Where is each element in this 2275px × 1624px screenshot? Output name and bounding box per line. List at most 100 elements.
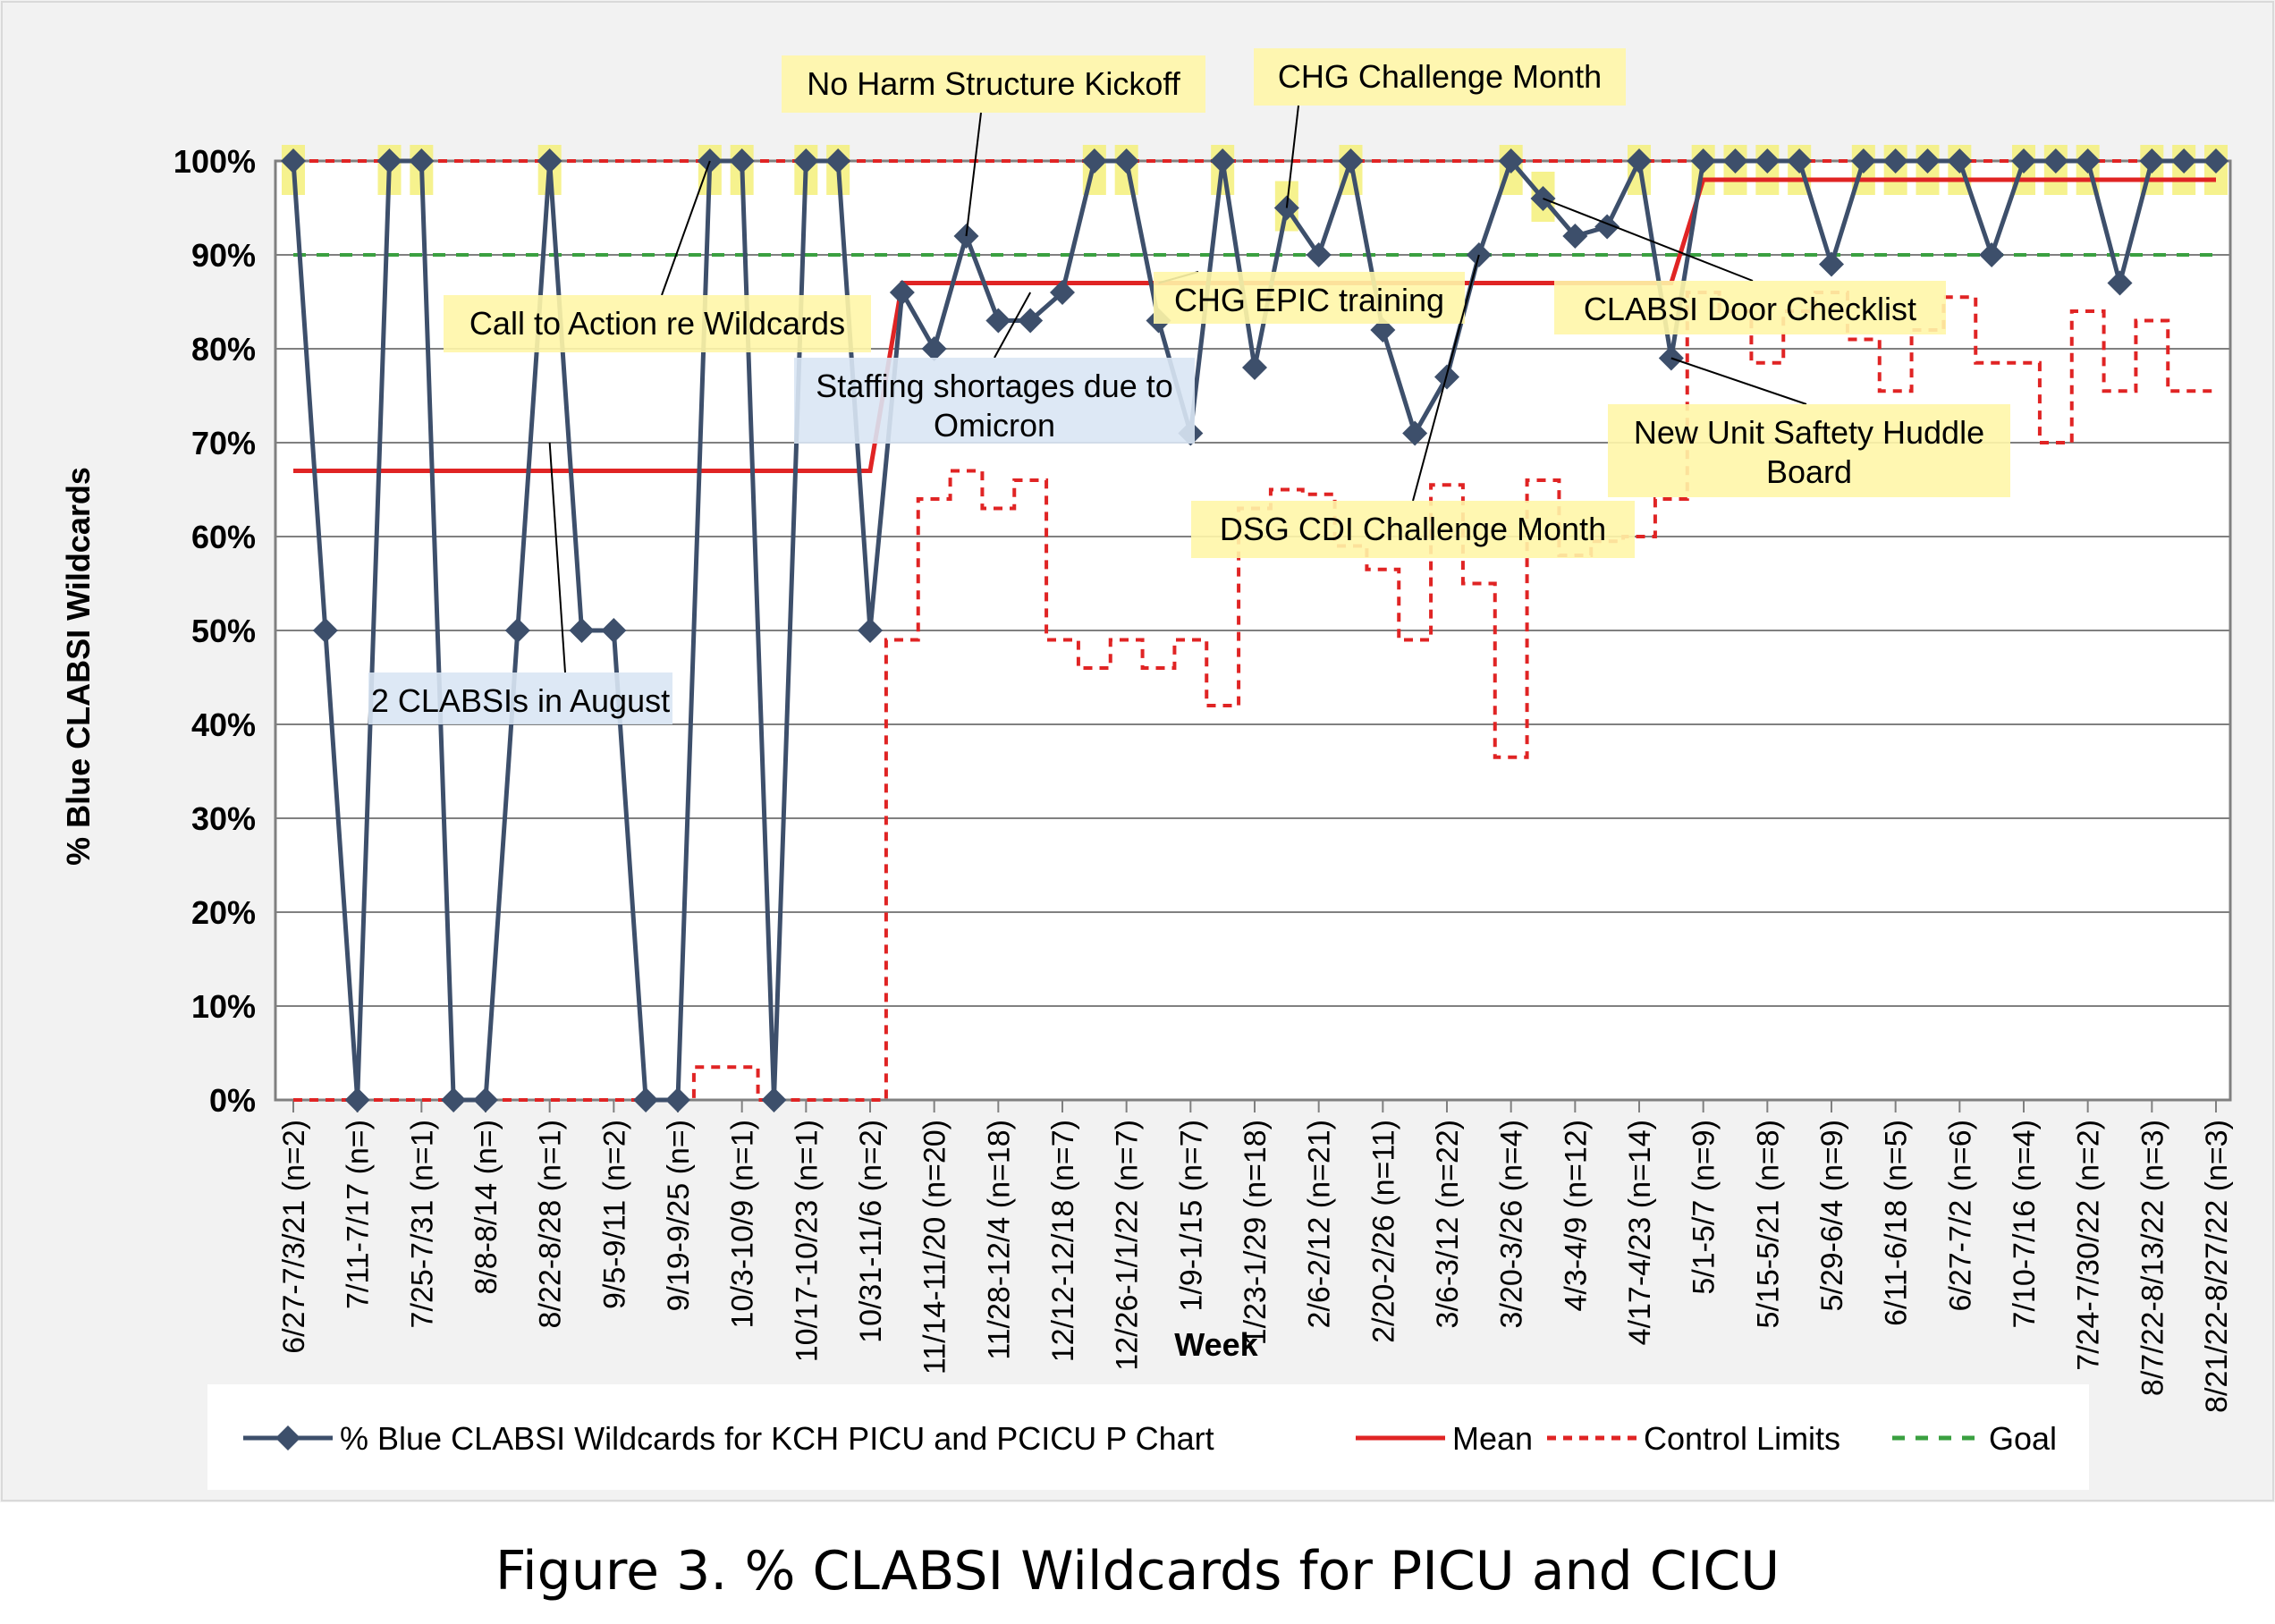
data-point	[344, 1087, 370, 1112]
x-tick-label: 5/1-5/7 (n=9)	[1687, 1120, 1721, 1295]
data-point	[504, 618, 530, 643]
data-point	[1627, 148, 1652, 173]
x-tick-label: 4/3-4/9 (n=12)	[1559, 1120, 1593, 1312]
data-point	[858, 618, 883, 643]
data-point	[665, 1087, 690, 1112]
annotation-box	[794, 358, 1195, 444]
data-point	[1755, 148, 1780, 173]
annotation-text: CHG EPIC training	[1174, 282, 1444, 318]
y-tick-label: 50%	[191, 613, 256, 649]
x-axis-label: Week	[1174, 1326, 1258, 1363]
data-point	[793, 148, 819, 173]
x-tick-label: 6/11-6/18 (n=5)	[1880, 1120, 1914, 1326]
data-point	[1498, 148, 1524, 173]
x-tick-label: 8/8-8/14 (n=)	[469, 1120, 503, 1295]
highlight-markers	[282, 145, 2228, 232]
y-tick-labels: 0% 10% 20% 30% 40% 50% 60% 70% 80% 90% 100%	[173, 143, 256, 1119]
data-point	[985, 308, 1011, 334]
x-tick-label: 7/25-7/31 (n=1)	[405, 1120, 439, 1328]
annotation-box	[444, 295, 871, 352]
data-point	[633, 1087, 659, 1112]
data-point	[761, 1087, 787, 1112]
data-point	[601, 618, 627, 643]
annotations: No Harm Structure Kickoff CHG Challenge M…	[368, 48, 2010, 724]
x-tick-label: 1/23-1/29 (n=18)	[1239, 1120, 1273, 1345]
annotation-box	[1254, 48, 1626, 106]
data-point	[1113, 148, 1139, 173]
data-point	[2075, 148, 2101, 173]
y-tick-label: 100%	[173, 143, 256, 180]
data-point	[1081, 148, 1107, 173]
data-point	[473, 1087, 498, 1112]
x-tick-label: 6/27-7/3/21 (n=2)	[277, 1120, 311, 1354]
y-tick-label: 60%	[191, 519, 256, 555]
data-point	[1882, 148, 1908, 173]
data-point	[1562, 224, 1588, 249]
data-point	[889, 280, 915, 305]
data-point	[921, 336, 947, 361]
x-tick-label: 10/31-11/6 (n=2)	[854, 1120, 888, 1343]
y-tick-label: 80%	[191, 331, 256, 368]
legend-label: Control Limits	[1644, 1420, 1840, 1457]
x-tick-label: 7/10-7/16 (n=4)	[2008, 1120, 2042, 1328]
annotation-leader	[1285, 105, 1299, 208]
x-tick-label: 11/14-11/20 (n=20)	[918, 1120, 952, 1374]
data-point	[2011, 148, 2036, 173]
annotation-text: CHG Challenge Month	[1278, 58, 1602, 95]
annotation-text: Call to Action re Wildcards	[469, 305, 845, 342]
x-tick-label: 10/17-10/23 (n=1)	[790, 1120, 824, 1362]
data-point	[1722, 148, 1748, 173]
annotation-leader	[965, 112, 982, 237]
data-point	[2203, 148, 2228, 173]
y-tick-label: 90%	[191, 237, 256, 274]
data-point	[1402, 420, 1428, 446]
x-tick-label: 1/9-1/15 (n=7)	[1174, 1120, 1208, 1312]
x-tick-label: 3/6-3/12 (n=22)	[1431, 1120, 1465, 1328]
data-point	[312, 618, 338, 643]
data-point	[1787, 148, 1813, 173]
x-tick-label: 7/24-7/30/22 (n=2)	[2072, 1120, 2106, 1371]
data-point	[729, 148, 755, 173]
x-tick-label: 11/28-12/4 (n=18)	[982, 1120, 1016, 1360]
figure-caption: Figure 3. % CLABSI Wildcards for PICU an…	[495, 1540, 1780, 1603]
data-point	[1242, 355, 1267, 380]
data-point	[2171, 148, 2197, 173]
data-point	[569, 618, 595, 643]
x-tick-label: 2/6-2/12 (n=21)	[1303, 1120, 1337, 1328]
data-point	[1690, 148, 1716, 173]
y-tick-label: 0%	[209, 1082, 256, 1119]
annotation-text: No Harm Structure Kickoff	[807, 65, 1180, 102]
data-point	[1915, 148, 1941, 173]
x-tick-label: 2/20-2/26 (n=11)	[1366, 1120, 1400, 1343]
legend: % Blue CLABSI Wildcards for KCH PICU and…	[243, 1420, 2057, 1457]
x-tick-label: 8/7/22-8/13/22 (n=3)	[2135, 1120, 2169, 1396]
y-tick-label: 10%	[191, 988, 256, 1025]
data-point	[2139, 148, 2165, 173]
data-point	[537, 148, 562, 173]
data-point	[409, 148, 435, 173]
data-point	[281, 148, 306, 173]
data-point	[2107, 270, 2133, 296]
legend-label: Mean	[1452, 1420, 1533, 1457]
data-point	[1850, 148, 1876, 173]
annotation-box	[1554, 281, 1946, 334]
annotation-leader	[1412, 254, 1480, 502]
data-point	[1018, 308, 1044, 334]
annotation-box	[368, 672, 672, 724]
y-tick-label: 70%	[191, 425, 256, 461]
x-tick-label: 8/21/22-8/27/22 (n=3)	[2200, 1120, 2234, 1413]
annotation-text: CLABSI Door Checklist	[1584, 291, 1916, 327]
x-tick-label: 10/3-10/9 (n=1)	[726, 1120, 760, 1328]
wildcard-series	[281, 148, 2228, 1112]
data-point	[1979, 242, 2005, 267]
legend-label: % Blue CLABSI Wildcards for KCH PICU and…	[340, 1420, 1214, 1457]
annotation-text: 2 CLABSIs in August	[371, 682, 670, 719]
legend-label: Goal	[1989, 1420, 2057, 1457]
data-point	[376, 148, 402, 173]
y-tick-label: 20%	[191, 894, 256, 931]
annotation-leader	[661, 160, 711, 296]
x-tick-label: 12/12-12/18 (n=7)	[1046, 1120, 1080, 1362]
x-tick-labels: 6/27-7/3/21 (n=2) 7/11-7/17 (n=) 7/25-7/31…	[277, 1120, 2234, 1413]
annotation-text: DSG CDI Challenge Month	[1220, 511, 1606, 547]
